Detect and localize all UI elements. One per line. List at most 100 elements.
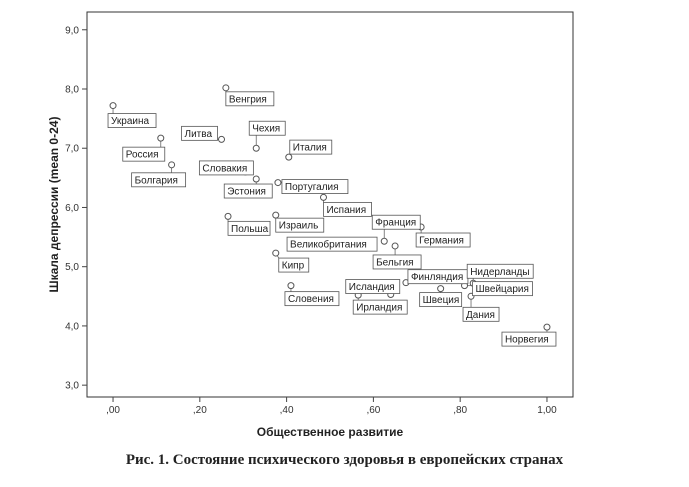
- point-label-box: [223, 183, 273, 199]
- point-label-box: [278, 257, 310, 273]
- point-label-box: [122, 146, 166, 162]
- point-label-испания: Испания: [323, 201, 372, 217]
- data-point-польша: [224, 212, 232, 220]
- point-label-box: [289, 139, 333, 155]
- point-label-чехия: Чехия: [248, 120, 286, 136]
- y-tick-label: 7,0: [65, 144, 79, 155]
- point-label-box: [225, 91, 275, 107]
- point-label-польша: Польша: [227, 220, 271, 236]
- data-point-израиль: [272, 211, 280, 219]
- data-point-россия: [157, 134, 165, 142]
- x-axis-label: Общественное развитие: [257, 425, 404, 439]
- point-label-text: Ирландия: [356, 303, 402, 314]
- point-label-text: Венгрия: [229, 94, 267, 105]
- data-point-португалия: [274, 179, 282, 187]
- data-point-болгария: [168, 161, 176, 169]
- point-label-text: Испания: [326, 205, 366, 216]
- point-label-text: Швейцария: [476, 284, 529, 295]
- y-tick-label: 5,0: [65, 262, 79, 273]
- point-label-эстония: Эстония: [223, 183, 273, 199]
- point-labels: Украина Россия Болгария Венгрия Литва Чехия Сл…: [107, 91, 557, 347]
- point-label-text: Россия: [126, 150, 159, 161]
- point-label-германия: Германия: [415, 232, 471, 248]
- point-label-text: Финляндия: [411, 272, 463, 283]
- data-point-чехия: [252, 144, 260, 152]
- point-label-венгрия: Венгрия: [225, 91, 275, 107]
- point-label-box: [181, 125, 218, 141]
- point-label-box: [286, 236, 378, 252]
- point-label-литва: Литва: [181, 125, 218, 141]
- point-label-box: [372, 254, 422, 270]
- point-label-кипр: Кипр: [278, 257, 310, 273]
- point-label-text: Швеция: [423, 295, 460, 306]
- point-label-box: [462, 306, 500, 322]
- point-label-швейцария: Швейцария: [472, 281, 533, 297]
- point-label-text: Словения: [288, 294, 334, 305]
- point-label-text: Бельгия: [376, 257, 414, 268]
- data-point-украина: [109, 102, 117, 110]
- point-label-великобритания: Великобритания: [286, 236, 378, 252]
- point-label-бельгия: Бельгия: [372, 254, 422, 270]
- data-point-франция: [380, 237, 388, 245]
- data-point-норвегия: [543, 323, 551, 331]
- point-label-box: [466, 263, 534, 279]
- y-tick-label: 4,0: [65, 321, 79, 332]
- point-label-text: Германия: [419, 236, 464, 247]
- point-label-португалия: Португалия: [281, 179, 349, 194]
- point-label-box: [227, 220, 271, 236]
- point-label-text: Италия: [293, 143, 327, 154]
- point-label-box: [419, 292, 463, 308]
- point-label-словения: Словения: [284, 291, 340, 307]
- x-tick-label: 1,00: [537, 405, 557, 416]
- point-label-италия: Италия: [289, 139, 333, 155]
- x-tick-label: ,80: [453, 405, 467, 416]
- y-tick-label: 8,0: [65, 85, 79, 96]
- point-label-норвегия: Норвегия: [501, 331, 557, 347]
- data-point-швеция: [437, 285, 445, 293]
- data-point-испания: [319, 193, 327, 201]
- data-point-словения: [287, 282, 295, 290]
- point-label-box: [107, 113, 157, 128]
- point-label-украина: Украина: [107, 113, 157, 128]
- data-points: [109, 84, 551, 331]
- point-label-text: Израиль: [279, 221, 319, 232]
- x-tick-label: ,20: [193, 405, 207, 416]
- data-point-венгрия: [222, 84, 230, 92]
- point-label-box: [131, 172, 187, 188]
- point-label-франция: Франция: [371, 214, 421, 230]
- point-label-text: Великобритания: [290, 239, 367, 251]
- y-axis-label: Шкала депрессии (mean 0-24): [47, 117, 61, 293]
- figure-caption: Рис. 1. Состояние психического здоровья …: [125, 452, 564, 468]
- point-label-box: [472, 281, 533, 297]
- point-label-словакия: Словакия: [198, 160, 254, 176]
- point-label-box: [371, 214, 421, 230]
- point-label-box: [345, 279, 401, 294]
- point-label-text: Словакия: [202, 163, 247, 174]
- point-label-box: [284, 291, 340, 307]
- point-label-text: Исландия: [349, 282, 395, 293]
- point-label-text: Эстония: [227, 187, 266, 198]
- point-label-text: Литва: [185, 129, 213, 140]
- point-label-исландия: Исландия: [345, 279, 401, 294]
- point-label-text: Кипр: [282, 261, 305, 272]
- point-label-швеция: Швеция: [419, 292, 463, 308]
- point-label-text: Нидерланды: [470, 267, 529, 278]
- point-label-нидерланды: Нидерланды: [466, 263, 534, 279]
- point-label-box: [281, 179, 349, 194]
- point-label-box: [352, 299, 408, 315]
- x-tick-label: ,00: [106, 405, 120, 416]
- point-label-израиль: Израиль: [275, 217, 325, 233]
- point-label-text: Дания: [466, 310, 495, 321]
- data-point-эстония: [252, 175, 260, 183]
- data-point-литва: [218, 135, 226, 143]
- point-label-text: Франция: [375, 218, 416, 229]
- point-label-финляндия: Финляндия: [407, 269, 469, 285]
- data-point-бельгия: [391, 242, 399, 250]
- point-label-box: [248, 120, 286, 136]
- data-point-кипр: [272, 249, 280, 257]
- point-label-box: [501, 331, 557, 347]
- point-label-россия: Россия: [122, 146, 166, 162]
- point-label-box: [415, 232, 471, 248]
- point-label-болгария: Болгария: [131, 172, 187, 188]
